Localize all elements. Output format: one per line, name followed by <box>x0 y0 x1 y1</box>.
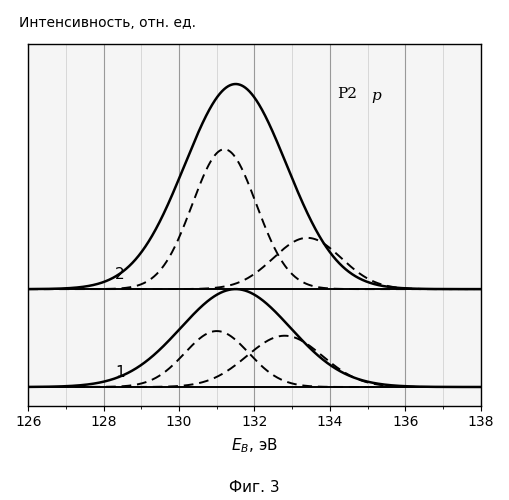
X-axis label: $E_{B}$, эВ: $E_{B}$, эВ <box>231 436 278 455</box>
Text: p: p <box>372 90 381 104</box>
Text: Фиг. 3: Фиг. 3 <box>229 480 280 496</box>
Text: Интенсивность, отн. ед.: Интенсивность, отн. ед. <box>19 16 196 30</box>
Text: 1: 1 <box>115 365 125 380</box>
Text: 2: 2 <box>115 267 125 282</box>
Text: P2: P2 <box>337 87 357 101</box>
